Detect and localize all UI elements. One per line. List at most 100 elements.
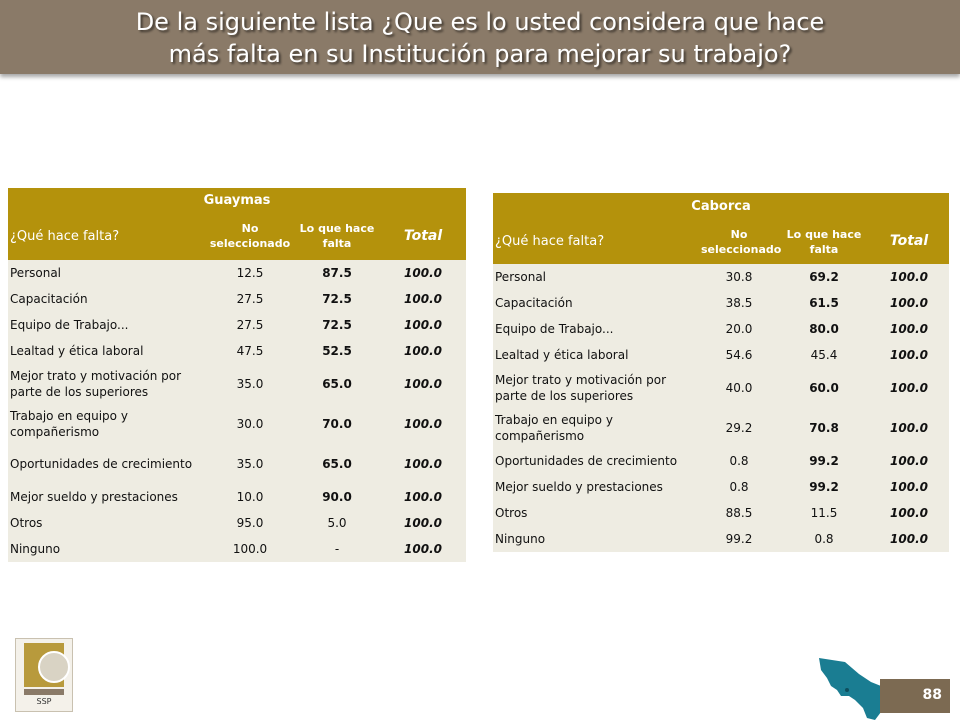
row-label: Mejor sueldo y prestaciones [8,484,206,510]
value-lo-que-hace-falta: 69.2 [779,264,869,290]
table-row: Mejor sueldo y prestaciones 10.0 90.0 10… [8,484,467,510]
row-label: Mejor trato y motivación por parte de lo… [8,364,206,404]
value-no-seleccionado: 12.5 [206,260,294,286]
row-label: Trabajo en equipo y compañerismo [493,408,699,448]
value-no-seleccionado: 47.5 [206,338,294,364]
value-total: 100.0 [380,364,467,404]
value-lo-que-hace-falta: - [294,536,380,562]
table-row: Personal 12.5 87.5 100.0 [8,260,467,286]
title-bar [0,0,960,74]
table-row: Lealtad y ética laboral 47.5 52.5 100.0 [8,338,467,364]
value-lo-que-hace-falta: 0.8 [779,526,869,552]
value-total: 100.0 [380,404,467,444]
value-lo-que-hace-falta: 72.5 [294,286,380,312]
value-no-seleccionado: 27.5 [206,312,294,338]
row-label: Mejor trato y motivación por parte de lo… [493,368,699,408]
column-header-no-seleccionado: No seleccionado [699,219,781,264]
page-number: 88 [922,687,942,703]
value-no-seleccionado: 30.0 [206,404,294,444]
table-row: Otros 88.5 11.5 100.0 [493,500,950,526]
table-row: Equipo de Trabajo... 20.0 80.0 100.0 [493,316,950,342]
value-lo-que-hace-falta: 61.5 [779,290,869,316]
value-no-seleccionado: 100.0 [206,536,294,562]
value-total: 100.0 [380,338,467,364]
value-total: 100.0 [869,500,950,526]
table-row: Oportunidades de crecimiento 0.8 99.2 10… [493,448,950,474]
row-label: Oportunidades de crecimiento [493,448,699,474]
value-total: 100.0 [380,510,467,536]
value-lo-que-hace-falta: 90.0 [294,484,380,510]
city-name: Guaymas [8,188,467,212]
column-header-total: Total [380,212,467,260]
slide-title-line1: De la siguiente lista ¿Que es lo usted c… [135,8,825,36]
value-no-seleccionado: 27.5 [206,286,294,312]
value-total: 100.0 [869,368,950,408]
value-no-seleccionado: 38.5 [699,290,779,316]
seal-icon [24,643,70,687]
table-row: Trabajo en equipo y compañerismo 30.0 70… [8,404,467,444]
value-lo-que-hace-falta: 99.2 [779,474,869,500]
value-total: 100.0 [380,444,467,484]
value-lo-que-hace-falta: 70.8 [779,408,869,448]
value-lo-que-hace-falta: 99.2 [779,448,869,474]
value-no-seleccionado: 20.0 [699,316,779,342]
value-lo-que-hace-falta: 87.5 [294,260,380,286]
value-no-seleccionado: 99.2 [699,526,779,552]
table-row: Ninguno 100.0 - 100.0 [8,536,467,562]
row-label: Capacitación [493,290,699,316]
table-row: Personal 30.8 69.2 100.0 [493,264,950,290]
row-label: Personal [493,264,699,290]
row-label: Trabajo en equipo y compañerismo [8,404,206,444]
row-label: Oportunidades de crecimiento [8,444,206,484]
value-no-seleccionado: 30.8 [699,264,779,290]
column-header-total: Total [869,219,950,264]
value-total: 100.0 [869,474,950,500]
column-header-lo-que-hace-falta: Lo que hace falta [294,212,380,260]
table-row: Mejor sueldo y prestaciones 0.8 99.2 100… [493,474,950,500]
table-row: Oportunidades de crecimiento 35.0 65.0 1… [8,444,467,484]
row-label: Otros [493,500,699,526]
value-total: 100.0 [380,312,467,338]
row-label: Personal [8,260,206,286]
value-lo-que-hace-falta: 11.5 [779,500,869,526]
value-total: 100.0 [869,448,950,474]
table-row: Lealtad y ética laboral 54.6 45.4 100.0 [493,342,950,368]
ssp-logo: SSP [15,638,73,712]
table-row: Ninguno 99.2 0.8 100.0 [493,526,950,552]
logo-label: SSP [36,697,52,706]
row-label: Lealtad y ética laboral [8,338,206,364]
row-label: Capacitación [8,286,206,312]
value-lo-que-hace-falta: 65.0 [294,364,380,404]
value-total: 100.0 [869,526,950,552]
table-city-header: Caborca [493,193,950,219]
table-row: Capacitación 38.5 61.5 100.0 [493,290,950,316]
value-no-seleccionado: 0.8 [699,448,779,474]
table-row: Equipo de Trabajo... 27.5 72.5 100.0 [8,312,467,338]
sonora-map-icon [819,658,895,720]
value-no-seleccionado: 35.0 [206,364,294,404]
value-total: 100.0 [380,536,467,562]
table-column-header: ¿Qué hace falta? No seleccionado Lo que … [493,219,950,264]
value-lo-que-hace-falta: 45.4 [779,342,869,368]
value-no-seleccionado: 40.0 [699,368,779,408]
value-total: 100.0 [869,264,950,290]
value-lo-que-hace-falta: 80.0 [779,316,869,342]
value-total: 100.0 [380,286,467,312]
value-no-seleccionado: 54.6 [699,342,779,368]
column-header-lo-que-hace-falta: Lo que hace falta [779,219,869,264]
table-row: Otros 95.0 5.0 100.0 [8,510,467,536]
table-row: Trabajo en equipo y compañerismo 29.2 70… [493,408,950,448]
value-no-seleccionado: 35.0 [206,444,294,484]
value-lo-que-hace-falta: 70.0 [294,404,380,444]
table-city-header: Guaymas [8,188,467,212]
row-label: Lealtad y ética laboral [493,342,699,368]
city-name: Caborca [493,193,950,219]
value-no-seleccionado: 10.0 [206,484,294,510]
value-no-seleccionado: 0.8 [699,474,779,500]
column-header-question: ¿Qué hace falta? [8,212,206,260]
row-label: Equipo de Trabajo... [493,316,699,342]
table-column-header: ¿Qué hace falta? No seleccionado Lo que … [8,212,467,260]
value-lo-que-hace-falta: 60.0 [779,368,869,408]
value-lo-que-hace-falta: 5.0 [294,510,380,536]
caborca-table: Caborca ¿Qué hace falta? No seleccionado… [493,193,950,552]
